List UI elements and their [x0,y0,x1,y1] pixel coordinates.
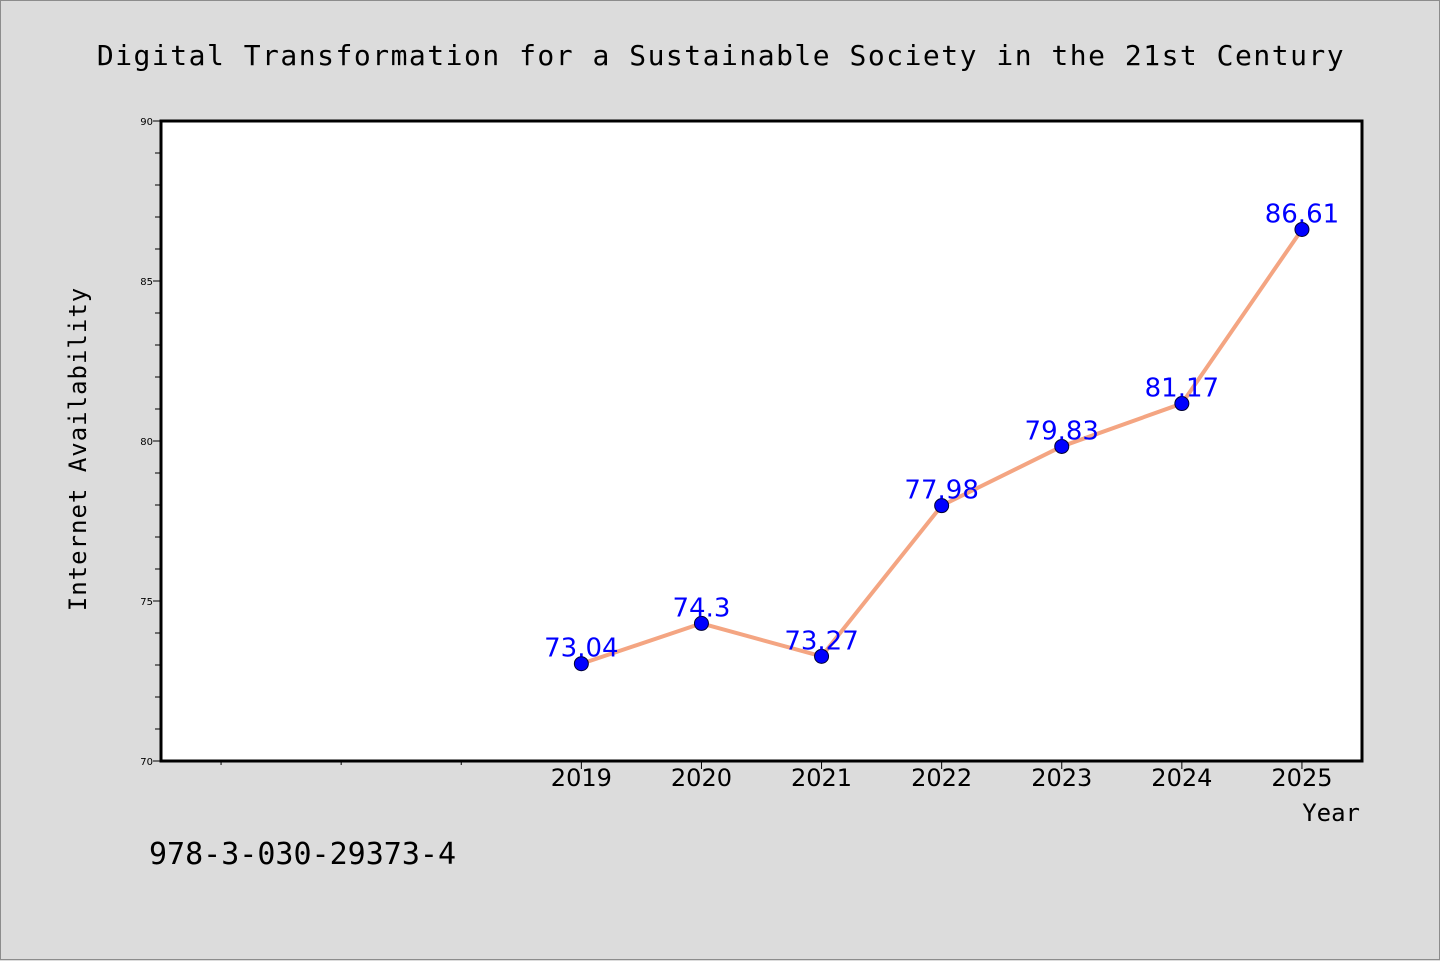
x-tick-label: 2022 [911,764,972,792]
isbn-text: 978-3-030-29373-4 [149,837,456,872]
data-point [934,498,950,514]
data-point [814,648,830,664]
y-axis: 70 75 80 85 90 [140,117,161,768]
data-label: 77.98 [904,476,978,506]
y-tick-label: 90 [140,117,153,128]
data-label: 79.83 [1025,416,1099,446]
x-tick-label: 2025 [1271,764,1332,792]
series-layer [573,221,1310,672]
chart-title: Digital Transformation for a Sustainable… [97,39,1345,72]
x-tick-label: 2021 [791,764,852,792]
y-axis-label: Internet Availability [64,287,92,611]
x-axis-label: Year [1302,799,1360,827]
data-point [693,615,709,631]
data-point [573,656,589,672]
x-axis: 2019 2020 2021 2022 2023 2024 2025 [220,761,1332,792]
y-tick-label: 75 [140,597,153,608]
data-label: 86.61 [1265,199,1339,229]
data-label: 81.17 [1145,374,1219,404]
data-point [1294,221,1310,237]
x-tick-label: 2023 [1031,764,1092,792]
data-label: 74.3 [673,593,731,623]
data-label: 73.04 [544,634,618,664]
data-label: 73.27 [784,626,858,656]
y-tick-label: 85 [140,277,153,288]
data-point [1054,438,1070,454]
x-tick-label: 2020 [671,764,732,792]
x-tick-label: 2019 [551,764,612,792]
plot-area [159,119,1364,763]
data-label-layer: 73.04 74.3 73.27 77.98 79.83 81.17 86.61 [544,199,1339,663]
y-tick-label: 70 [140,757,153,768]
data-point [1174,396,1190,412]
x-tick-label: 2024 [1151,764,1212,792]
y-tick-label: 80 [140,437,153,448]
